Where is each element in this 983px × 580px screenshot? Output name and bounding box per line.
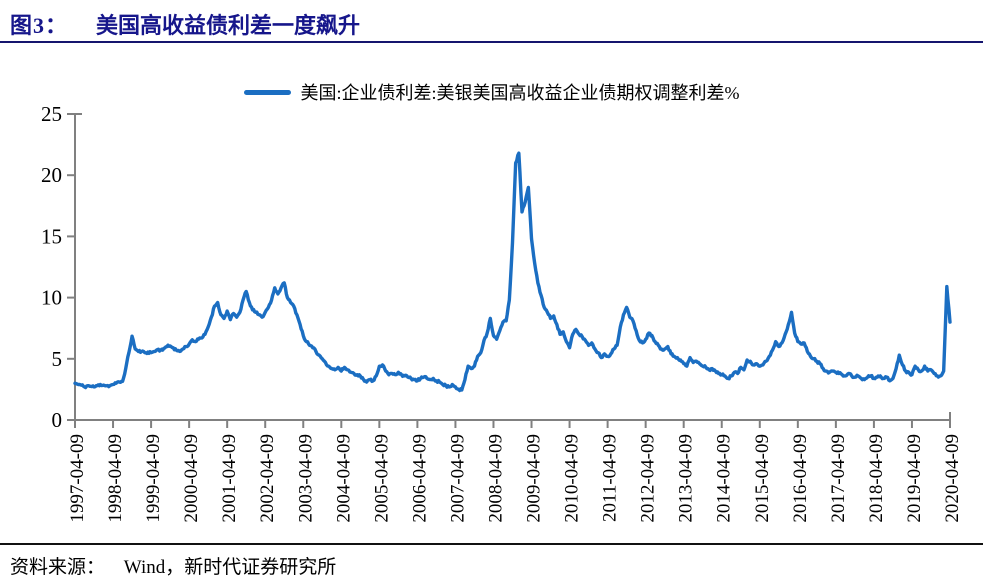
figure-header: 图3： 美国高收益债利差一度飙升 xyxy=(10,8,360,40)
x-tick-label: 2000-04-09 xyxy=(181,434,202,523)
x-tick-label: 2009-04-09 xyxy=(524,434,545,523)
legend-label: 美国:企业债利差:美银美国高收益企业债期权调整利差% xyxy=(300,83,740,103)
x-tick-label: 2006-04-09 xyxy=(409,434,430,523)
x-tick-label: 1999-04-09 xyxy=(143,434,164,523)
x-tick-label: 2008-04-09 xyxy=(485,434,506,523)
chart-legend: 美国:企业债利差:美银美国高收益企业债期权调整利差% xyxy=(0,79,983,105)
x-tick-label: 2020-04-09 xyxy=(942,434,963,523)
page-title: 美国高收益债利差一度飙升 xyxy=(96,13,361,38)
y-tick-label: 15 xyxy=(41,224,62,248)
y-tick-label: 0 xyxy=(52,408,63,432)
x-tick-label: 2010-04-09 xyxy=(562,434,583,523)
x-tick-label: 2016-04-09 xyxy=(790,434,811,523)
y-tick-label: 5 xyxy=(52,347,63,371)
x-tick-label: 1997-04-09 xyxy=(67,434,88,523)
x-tick-label: 2004-04-09 xyxy=(333,434,354,523)
x-tick-label: 2014-04-09 xyxy=(714,434,735,523)
x-tick-label: 2013-04-09 xyxy=(676,434,697,523)
x-tick-label: 2011-04-09 xyxy=(600,434,621,522)
x-tick-label: 2005-04-09 xyxy=(371,434,392,523)
title-divider xyxy=(0,41,983,43)
x-tick-label: 2001-04-09 xyxy=(219,434,240,523)
y-tick-label: 25 xyxy=(41,102,62,126)
x-tick-label: 1998-04-09 xyxy=(105,434,126,523)
source-footer: 资料来源： Wind，新时代证券研究所 xyxy=(10,552,336,579)
x-tick-label: 2002-04-09 xyxy=(257,434,278,523)
x-tick-label: 2007-04-09 xyxy=(447,434,468,523)
x-tick-label: 2015-04-09 xyxy=(752,434,773,523)
x-tick-label: 2017-04-09 xyxy=(828,434,849,523)
legend-line-marker xyxy=(243,89,291,95)
y-tick-label: 10 xyxy=(41,286,62,310)
x-tick-label: 2018-04-09 xyxy=(866,434,887,523)
x-tick-label: 2003-04-09 xyxy=(295,434,316,523)
source-label: 资料来源： xyxy=(10,557,106,578)
source-divider xyxy=(0,543,983,545)
source-text: Wind，新时代证券研究所 xyxy=(123,557,337,578)
x-tick-label: 2012-04-09 xyxy=(638,434,659,523)
y-tick-label: 20 xyxy=(41,163,62,187)
figure-number: 图3： xyxy=(10,13,69,38)
x-tick-label: 2019-04-09 xyxy=(904,434,925,523)
spread-series-line xyxy=(73,151,952,393)
